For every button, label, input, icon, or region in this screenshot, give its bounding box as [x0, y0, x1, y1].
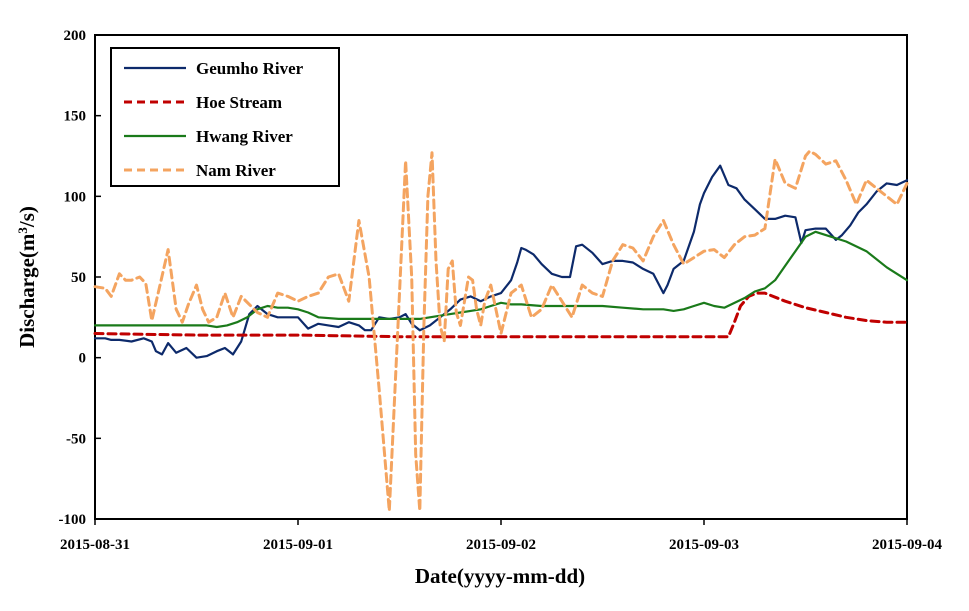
x-tick-label: 2015-08-31: [60, 537, 130, 553]
y-tick-label: 0: [79, 351, 87, 367]
series-line-nam-river: [93, 149, 909, 513]
y-tick-label: -100: [59, 512, 87, 528]
legend-label: Nam River: [196, 161, 276, 180]
y-tick-label: 50: [71, 270, 86, 286]
y-axis-title-suffix: /s): [15, 206, 39, 228]
x-tick-label: 2015-09-04: [872, 537, 942, 553]
y-axis-title-main: Discharge(m: [15, 233, 39, 348]
y-tick-label: 200: [64, 28, 87, 44]
x-tick-label: 2015-09-02: [466, 537, 536, 553]
y-tick-label: -50: [66, 431, 86, 447]
legend-label: Hwang River: [196, 127, 293, 146]
y-tick-label: 150: [64, 109, 87, 125]
legend-box: [110, 47, 340, 187]
legend-label: Geumho River: [196, 59, 304, 78]
y-axis-title-superscript: 3: [15, 227, 30, 234]
series-line-geumho-river: [93, 164, 909, 359]
x-axis-title: Date(yyyy-mm-dd): [415, 564, 585, 588]
series-layer: [93, 149, 909, 513]
y-axis: -100 -50 0 50 100 150 200: [59, 28, 101, 528]
x-tick-label: 2015-09-03: [669, 537, 739, 553]
legend-label: Hoe Stream: [196, 93, 282, 112]
y-tick-label: 100: [64, 189, 87, 205]
y-axis-title: Discharge(m3/s): [15, 206, 39, 348]
x-axis: 2015-08-31 2015-09-01 2015-09-02 2015-09-03…: [60, 519, 942, 553]
x-tick-label: 2015-09-01: [263, 537, 333, 553]
legend: Geumho River Hoe Stream Hwang River Nam Riv…: [110, 47, 340, 187]
series-line-hoe-stream: [93, 291, 909, 339]
series-line-hwang-river: [93, 230, 909, 329]
